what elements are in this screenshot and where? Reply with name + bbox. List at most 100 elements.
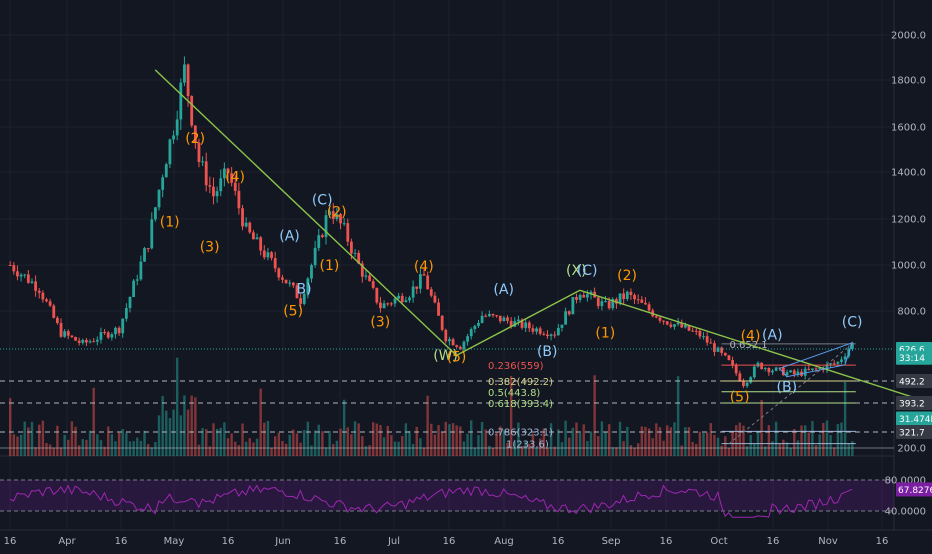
candle-body-40 xyxy=(154,207,157,220)
candle-body-53 xyxy=(201,161,204,163)
candle-body-105 xyxy=(389,303,393,305)
candle-body-1 xyxy=(12,265,16,272)
candle-body-116 xyxy=(429,289,433,296)
volume-bar-129 xyxy=(477,435,480,456)
volume-bar-135 xyxy=(499,426,502,456)
candle-body-227 xyxy=(832,363,836,365)
candle-body-90 xyxy=(335,214,339,220)
candle-body-166 xyxy=(611,299,615,309)
volume-bar-8 xyxy=(38,424,41,456)
volume-bar-133 xyxy=(491,447,495,456)
volume-bar-203 xyxy=(745,446,749,456)
candle-body-208 xyxy=(763,368,767,370)
volume-bar-67 xyxy=(252,442,255,456)
wave-label-19: (1) xyxy=(595,325,615,341)
volume-bar-126 xyxy=(466,433,469,456)
price-tag-box-1 xyxy=(896,350,932,365)
candle-body-32 xyxy=(124,308,128,319)
candle-body-87 xyxy=(324,215,328,238)
candle-body-3 xyxy=(19,274,23,277)
volume-bar-60 xyxy=(226,438,230,456)
wave-label-6: (A) xyxy=(279,228,300,244)
candle-body-106 xyxy=(393,298,397,304)
volume-bar-108 xyxy=(401,436,404,456)
candle-body-147 xyxy=(542,333,546,335)
candle-body-207 xyxy=(760,362,764,370)
volume-bar-27 xyxy=(107,426,110,456)
wave-label-12: (A) xyxy=(493,282,514,298)
candle-body-0 xyxy=(8,265,12,266)
candle-body-46 xyxy=(175,119,179,136)
volume-bar-94 xyxy=(350,434,353,456)
volume-bar-160 xyxy=(589,431,593,456)
candle-body-143 xyxy=(527,322,531,329)
volume-bar-95 xyxy=(353,421,357,456)
price-tick-6: 800.0 xyxy=(897,307,926,318)
candle-body-81 xyxy=(302,293,306,304)
volume-bar-134 xyxy=(495,431,498,456)
candle-body-13 xyxy=(55,317,59,323)
volume-bar-121 xyxy=(448,424,451,456)
volume-bar-214 xyxy=(785,442,789,456)
candle-body-136 xyxy=(502,317,506,322)
volume-bar-118 xyxy=(437,425,440,456)
volume-bar-64 xyxy=(241,423,244,456)
volume-bar-146 xyxy=(538,438,542,456)
candle-body-144 xyxy=(531,328,535,332)
volume-bar-100 xyxy=(372,422,375,456)
volume-bar-85 xyxy=(317,424,320,456)
volume-bar-153 xyxy=(564,420,567,456)
candle-body-185 xyxy=(680,322,684,328)
wave-label-11: (3) xyxy=(370,314,390,330)
volume-bar-101 xyxy=(375,423,379,456)
candle-body-69 xyxy=(259,237,263,251)
candle-body-43 xyxy=(164,164,168,178)
volume-bar-188 xyxy=(691,441,694,456)
candle-body-103 xyxy=(382,303,386,309)
wave-label-15: (B) xyxy=(537,344,558,360)
price-tick-4: 1200.0 xyxy=(891,215,926,226)
candle-body-39 xyxy=(150,219,154,249)
volume-bar-99 xyxy=(368,445,371,456)
candle-body-181 xyxy=(665,321,669,325)
volume-bar-79 xyxy=(295,433,299,456)
volume-bar-91 xyxy=(339,428,342,456)
volume-bar-112 xyxy=(415,426,418,456)
wave-label-14: (5) xyxy=(447,349,467,365)
volume-bar-145 xyxy=(535,447,538,456)
price-tick-2: 1600.0 xyxy=(891,123,926,134)
candle-body-145 xyxy=(535,328,538,332)
volume-bar-224 xyxy=(822,422,825,456)
volume-bar-151 xyxy=(557,429,560,456)
volume-bar-61 xyxy=(230,433,233,456)
price-tick-1: 1800.0 xyxy=(891,76,926,87)
wave-label-24: (B) xyxy=(777,379,798,395)
candle-body-33 xyxy=(128,296,132,309)
volume-bar-57 xyxy=(215,428,219,456)
volume-bar-114 xyxy=(422,447,426,456)
candle-body-18 xyxy=(74,337,77,341)
volume-bar-109 xyxy=(404,423,408,456)
candle-body-67 xyxy=(252,232,255,240)
volume-bar-207 xyxy=(760,400,763,456)
candle-body-63 xyxy=(237,190,241,209)
wave-label-10: (4) xyxy=(414,259,434,275)
volume-bar-186 xyxy=(684,427,687,456)
candle-body-157 xyxy=(578,294,582,300)
volume-bar-10 xyxy=(45,443,48,456)
candle-body-79 xyxy=(295,285,299,299)
candle-body-56 xyxy=(212,186,215,197)
volume-bar-115 xyxy=(426,395,429,456)
candle-body-62 xyxy=(233,182,237,191)
volume-bar-176 xyxy=(647,428,651,456)
volume-bar-150 xyxy=(553,446,556,456)
volume-bar-71 xyxy=(266,420,270,456)
candle-body-118 xyxy=(437,302,440,316)
volume-bar-43 xyxy=(165,410,168,456)
fib-label-2: 0.5(443.8) xyxy=(488,388,540,399)
candle-body-38 xyxy=(146,248,150,250)
volume-bar-201 xyxy=(738,422,742,456)
volume-bar-156 xyxy=(575,422,578,456)
volume-bar-144 xyxy=(531,433,535,456)
candle-body-205 xyxy=(752,366,756,378)
